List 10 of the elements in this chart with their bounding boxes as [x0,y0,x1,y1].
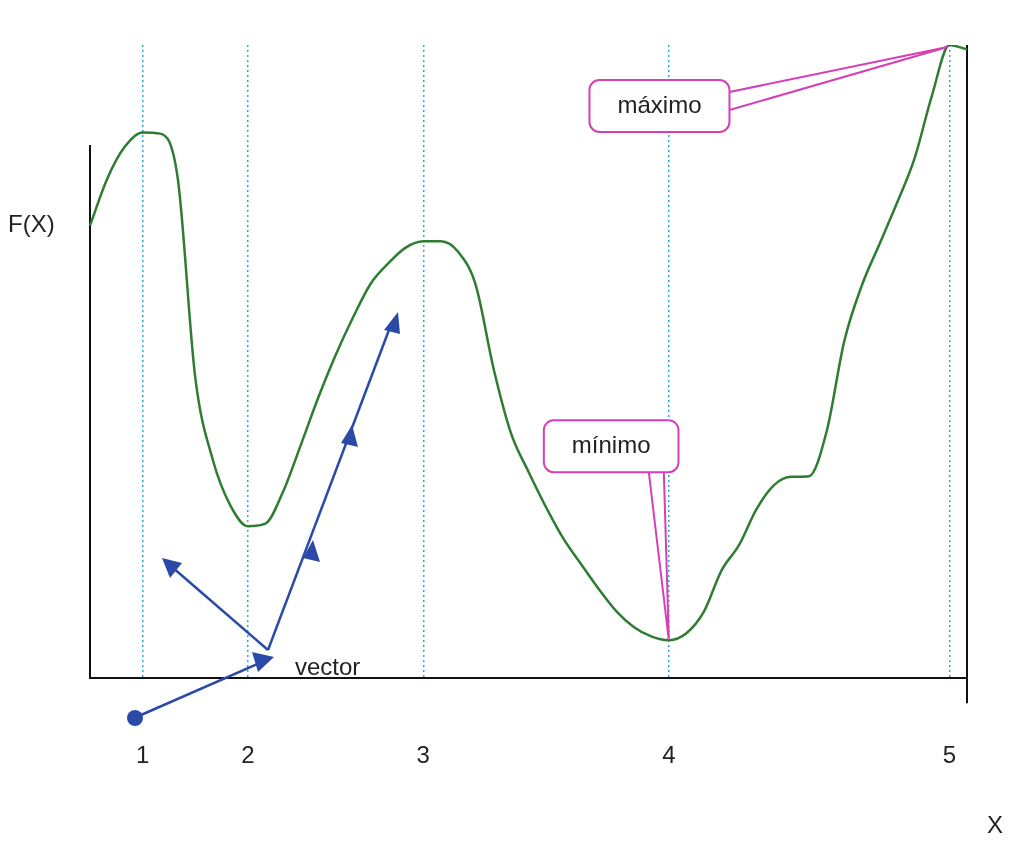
x-tick-label: 3 [416,741,430,769]
annotation: vector [295,652,361,680]
annotation: máximo [617,90,702,118]
x-tick-label: 4 [662,741,676,769]
x-tick-label: 2 [241,741,255,769]
annotation: mínimo [571,430,651,458]
y-axis-title: F(X) [8,209,55,237]
x-axis-title: X [986,810,1004,838]
x-tick-label: 1 [135,741,150,769]
x-tick-label: 5 [942,741,957,769]
